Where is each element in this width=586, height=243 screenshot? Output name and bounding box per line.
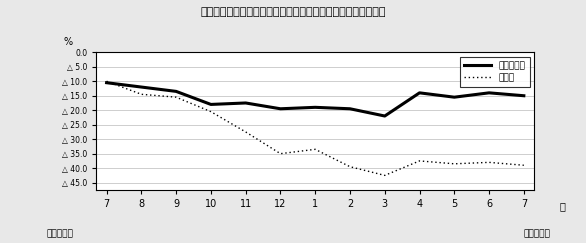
製造業 bbox=[277, 152, 284, 155]
製造業 bbox=[138, 93, 145, 96]
調査産業計 bbox=[381, 114, 389, 117]
製造業 bbox=[242, 130, 249, 133]
Legend: 調査産業計, 製造業: 調査産業計, 製造業 bbox=[459, 57, 530, 87]
製造業 bbox=[312, 148, 319, 151]
調査産業計 bbox=[520, 94, 527, 97]
製造業 bbox=[486, 161, 493, 164]
調査産業計 bbox=[346, 107, 353, 110]
調査産業計 bbox=[416, 91, 423, 94]
Text: 平成２０年: 平成２０年 bbox=[47, 229, 74, 238]
製造業 bbox=[416, 159, 423, 162]
調査産業計 bbox=[138, 86, 145, 88]
製造業 bbox=[451, 162, 458, 165]
Line: 調査産業計: 調査産業計 bbox=[107, 83, 524, 116]
製造業 bbox=[381, 174, 389, 177]
Y-axis label: %: % bbox=[63, 37, 72, 47]
調査産業計 bbox=[451, 96, 458, 99]
調査産業計 bbox=[486, 91, 493, 94]
調査産業計 bbox=[173, 90, 180, 93]
調査産業計 bbox=[277, 107, 284, 110]
調査産業計 bbox=[312, 106, 319, 109]
Text: 平成２１年: 平成２１年 bbox=[524, 229, 551, 238]
調査産業計 bbox=[242, 102, 249, 104]
Text: 月: 月 bbox=[559, 201, 565, 211]
製造業 bbox=[520, 164, 527, 167]
製造業 bbox=[346, 165, 353, 168]
製造業 bbox=[173, 96, 180, 99]
製造業 bbox=[103, 80, 110, 83]
製造業 bbox=[207, 110, 214, 113]
Text: 第２図　所定外労働時間対前年同月比の推移（規模５人以上）: 第２図 所定外労働時間対前年同月比の推移（規模５人以上） bbox=[200, 7, 386, 17]
調査産業計 bbox=[103, 81, 110, 84]
Line: 製造業: 製造業 bbox=[107, 81, 524, 175]
調査産業計 bbox=[207, 103, 214, 106]
